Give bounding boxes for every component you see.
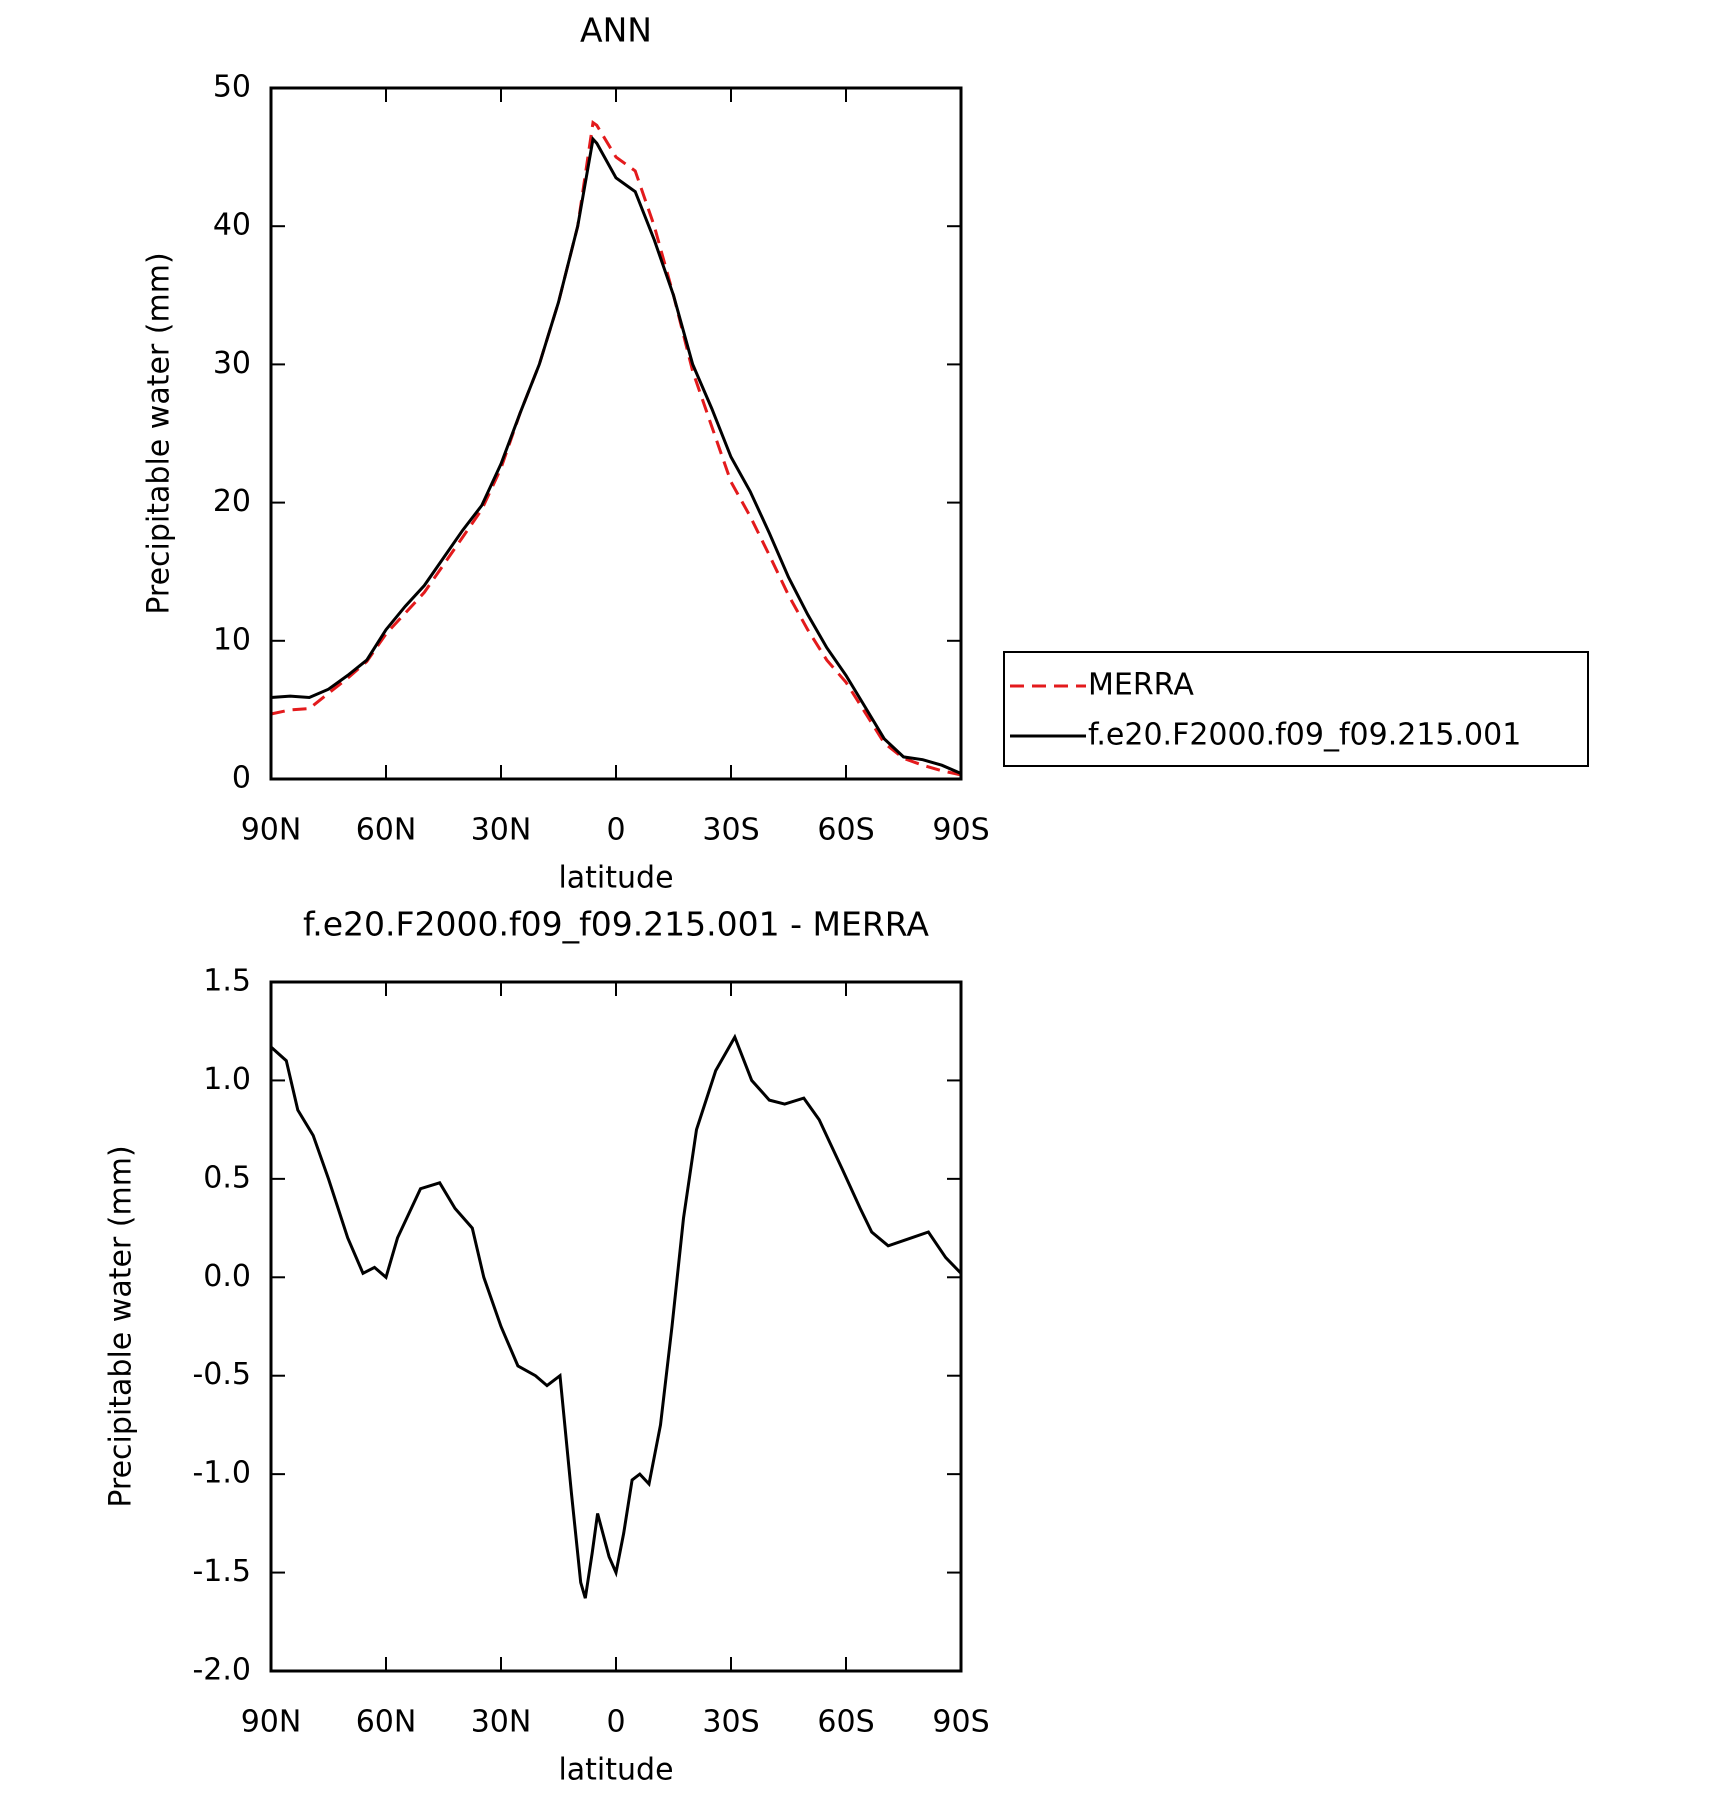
y-tick-label: -1.5 (192, 1554, 251, 1589)
y-tick-label: 1.5 (203, 964, 251, 999)
y-tick-label: 1.0 (203, 1062, 251, 1097)
x-axis-label: latitude (558, 1753, 673, 1788)
x-tick-label: 0 (606, 813, 625, 848)
y-axis-label: Precipitable water (mm) (142, 252, 177, 614)
chart-title: f.e20.F2000.f09_f09.215.001 - MERRA (303, 905, 929, 944)
x-tick-label: 90S (932, 1705, 989, 1740)
y-tick-label: 0.5 (203, 1160, 251, 1195)
x-tick-label: 30N (471, 1705, 532, 1740)
data-line (270, 135, 962, 775)
y-tick-label: 40 (213, 208, 251, 243)
y-axis-label: Precipitable water (mm) (104, 1145, 139, 1507)
x-tick-label: 60S (817, 1705, 874, 1740)
legend-label: f.e20.F2000.f09_f09.215.001 (1088, 718, 1521, 753)
y-tick-label: 10 (213, 622, 251, 657)
x-tick-label: 30S (702, 1705, 759, 1740)
chart-title: ANN (580, 11, 652, 50)
x-tick-label: 60S (817, 813, 874, 848)
x-tick-label: 90N (241, 1705, 302, 1740)
data-line (270, 119, 962, 777)
y-tick-label: 30 (213, 346, 251, 381)
x-tick-label: 60N (356, 1705, 417, 1740)
y-tick-label: 0 (232, 761, 251, 796)
x-tick-label: 0 (606, 1705, 625, 1740)
legend-box (1003, 651, 1589, 767)
y-tick-label: 0.0 (203, 1259, 251, 1294)
x-tick-label: 60N (356, 813, 417, 848)
x-axis-label: latitude (558, 861, 673, 896)
plot-frame (269, 980, 963, 1673)
x-tick-label: 90S (932, 813, 989, 848)
y-tick-label: -2.0 (192, 1653, 251, 1688)
x-tick-label: 90N (241, 813, 302, 848)
data-line (269, 1033, 963, 1599)
y-tick-label: 50 (213, 70, 251, 105)
x-tick-label: 30S (702, 813, 759, 848)
legend-label: MERRA (1088, 668, 1194, 703)
plot-frame (269, 86, 963, 781)
x-tick-label: 30N (471, 813, 532, 848)
y-tick-label: -1.0 (192, 1456, 251, 1491)
y-tick-label: -0.5 (192, 1357, 251, 1392)
y-tick-label: 20 (213, 484, 251, 519)
